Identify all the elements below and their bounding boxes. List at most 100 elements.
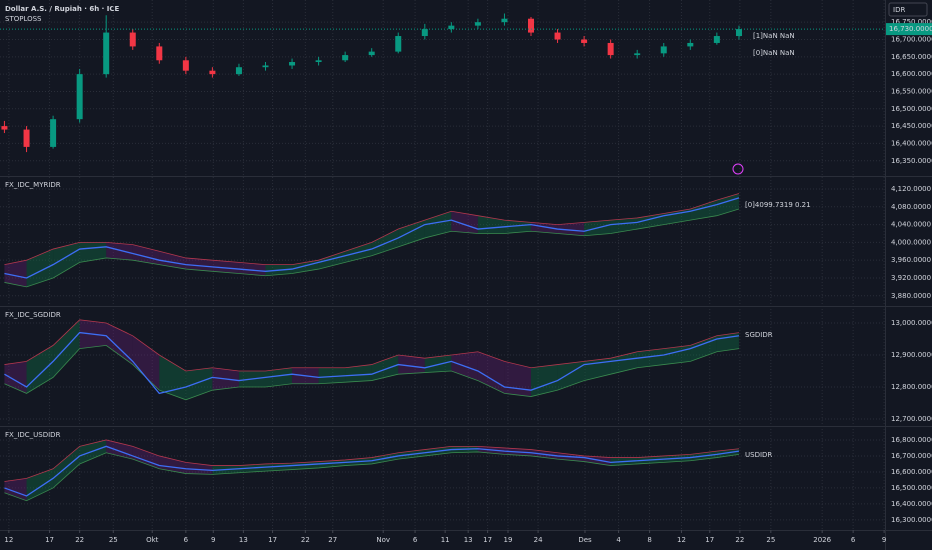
cloud-segment [238,262,266,276]
cloud-segment [716,332,739,352]
candle-body [315,60,322,63]
series-line [4,319,740,372]
candle-body [395,36,402,52]
event-icon[interactable] [732,163,744,175]
y-tick-label: 4,080.0000 [891,203,931,211]
x-tick-label: 17 [705,536,714,544]
y-tick-label: 16,450.0000 [891,122,932,130]
candle-body [50,119,57,147]
cloud-segment [159,455,186,474]
cloud-segment [451,211,478,234]
candle-body [1,126,8,130]
series-line [4,439,740,482]
candle-body [129,32,136,47]
pane-title: FX_IDC_USDIDR [5,431,61,439]
cloud-segment [53,319,80,378]
x-tick-label: 6 [413,536,418,544]
cloud-segment [424,354,452,373]
cloud-segment [185,462,213,475]
y-tick-label: 3,920.0000 [891,274,931,282]
annotation: [1]NaN NaN [753,32,795,40]
candle-body [182,60,189,71]
y-tick-label: 16,700.0000 [891,452,932,460]
y-tick-label: 16,700.0000 [891,35,932,43]
cloud-segment [398,220,425,247]
candle-body [289,62,296,66]
candle-body [421,29,428,37]
cloud-segment [79,439,107,464]
pane-title: FX_IDC_SGDIDR [5,311,61,319]
candle-body [262,65,269,68]
x-tick-label: 19 [504,536,513,544]
candle-body [474,22,481,26]
annotation: [0]NaN NaN [753,49,795,57]
cloud-segment [4,260,27,287]
x-tick-label: 12 [4,536,13,544]
x-tick-label: Nov [376,536,390,544]
cloud-segment [159,251,186,270]
y-tick-label: 4,120.0000 [891,185,931,193]
cloud-segment [531,364,558,397]
pane-title: FX_IDC_MYRIDR [5,181,61,189]
y-tick-label: 16,650.0000 [891,53,932,61]
y-tick-label: 3,960.0000 [891,256,931,264]
cloud-segment [106,242,133,261]
cloud-segment [132,244,160,265]
cloud-segment [690,335,717,362]
candle-body [735,29,742,37]
candle-body [235,67,242,75]
x-tick-label: 25 [109,536,118,544]
cloud-segment [557,222,585,236]
y-tick-label: 16,600.0000 [891,468,932,476]
cloud-segment [4,478,27,501]
x-tick-label: Des [578,536,592,544]
cloud-segment [185,257,213,272]
cloud-segment [610,351,638,375]
cloud-segment [265,367,293,387]
y-tick-label: 16,750.0000 [891,18,932,26]
candle-body [501,18,508,23]
x-tick-label: 24 [534,536,543,544]
cloud-segment [26,249,54,287]
cloud-segment [371,354,399,381]
x-tick-label: 22 [75,536,84,544]
x-tick-label: 17 [45,536,54,544]
series-line [4,445,740,497]
candle-body [23,129,30,147]
candle-body [448,25,455,30]
cloud-segment [212,260,239,274]
candle-body [713,36,720,43]
y-tick-label: 16,550.0000 [891,87,932,95]
series-line [4,193,740,266]
annotation: [0]4099.7319 0.21 [745,201,811,209]
x-tick-label: 13 [464,536,473,544]
cloud-segment [690,200,717,221]
y-tick-label: 13,000.0000 [891,319,932,327]
x-tick-label: 9 [211,536,215,544]
cloud-segment [318,251,346,270]
cloud-segment [292,461,319,470]
y-tick-label: 16,400.0000 [891,500,932,508]
series-line [4,331,740,395]
candle-body [209,70,216,75]
series-line [4,197,740,279]
x-tick-label: Okt [146,536,159,544]
last-price-label: 16,730.0000 [889,25,932,33]
candle-body [581,39,588,43]
y-tick-label: 16,800.0000 [891,436,932,444]
x-tick-label: 25 [766,536,775,544]
x-tick-label: 27 [328,536,337,544]
y-tick-label: 12,800.0000 [891,383,932,391]
currency-button[interactable] [888,2,928,17]
cloud-segment [132,335,160,391]
x-tick-label: 17 [483,536,492,544]
x-tick-label: 12 [677,536,686,544]
candle-body [76,74,83,120]
annotation: USDIDR [745,451,772,459]
series-line [4,344,740,401]
cloud-segment [265,463,293,472]
series-line [4,451,740,502]
x-tick-label: 11 [441,536,450,544]
